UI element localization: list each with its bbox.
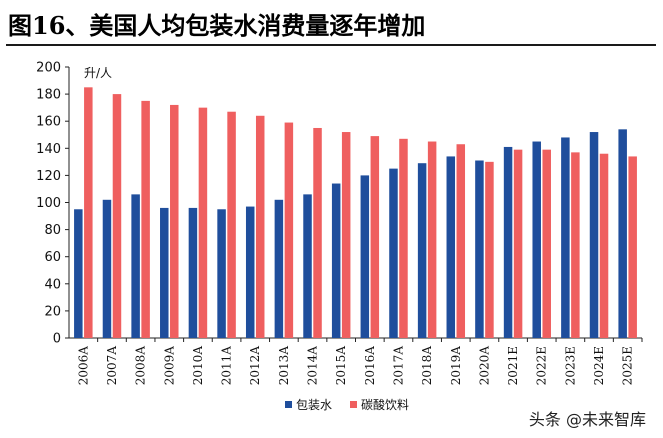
bar-carbonated-drink (485, 161, 494, 338)
bar-bottled-water (274, 199, 284, 338)
bar-carbonated-drink (513, 149, 523, 338)
bar-bottled-water (589, 132, 599, 338)
bar-bottled-water (102, 199, 112, 338)
bar-carbonated-drink (599, 153, 609, 338)
bar-bottled-water (475, 160, 484, 338)
x-tick-label: 2025E (621, 346, 635, 385)
bar-bottled-water (160, 207, 169, 338)
legend-swatch-carbonated-drink (350, 401, 357, 408)
legend-label-bottled-water: 包装水 (296, 398, 332, 412)
bar-bottled-water (417, 163, 427, 338)
bar-carbonated-drink (341, 132, 351, 338)
bar-bottled-water (74, 209, 83, 338)
x-tick-label: 2015A (334, 346, 348, 386)
x-tick-label: 2014A (306, 346, 320, 386)
bar-carbonated-drink (370, 136, 380, 338)
bar-bottled-water (331, 183, 341, 338)
x-tick-label: 2021E (506, 346, 520, 385)
legend-label-carbonated-drink: 碳酸饮料 (361, 397, 409, 412)
bar-carbonated-drink (628, 156, 637, 338)
bar-bottled-water (303, 194, 312, 338)
bar-carbonated-drink (198, 107, 208, 339)
bar-bottled-water (503, 146, 513, 338)
y-tick-label: 0 (53, 332, 61, 347)
legend-swatch-bottled-water (285, 401, 292, 408)
y-tick-label: 160 (36, 115, 61, 130)
bar-bottled-water (188, 207, 198, 338)
bar-bottled-water (618, 129, 627, 338)
watermark-text: 头条 @未来智库 (525, 406, 649, 430)
x-tick-label: 2007A (105, 346, 119, 386)
x-tick-label: 2023E (563, 346, 577, 385)
x-tick-label: 2022E (535, 346, 549, 385)
bar-carbonated-drink (571, 152, 580, 338)
title-rule (6, 44, 656, 46)
bar-bottled-water (131, 194, 140, 338)
x-tick-label: 2013A (277, 346, 291, 386)
bar-carbonated-drink (399, 138, 408, 338)
x-tick-label: 2024E (592, 346, 606, 385)
y-tick-label: 120 (36, 169, 61, 184)
y-tick-label: 40 (44, 277, 61, 292)
y-axis-label: 升/人 (84, 66, 112, 80)
x-tick-label: 2009A (162, 346, 176, 386)
bar-bottled-water (532, 141, 541, 338)
bar-carbonated-drink (427, 141, 437, 338)
x-tick-label: 2011A (220, 346, 234, 386)
bar-carbonated-drink (112, 94, 122, 338)
bar-bottled-water (446, 156, 456, 338)
x-tick-label: 2012A (248, 346, 262, 386)
bar-bottled-water (245, 206, 255, 338)
y-tick-label: 180 (36, 88, 61, 103)
y-tick-label: 60 (44, 250, 61, 265)
x-tick-label: 2018A (420, 346, 434, 386)
bar-carbonated-drink (84, 87, 93, 338)
y-tick-label: 20 (44, 304, 61, 319)
bar-carbonated-drink (227, 111, 236, 338)
y-tick-label: 80 (44, 223, 61, 238)
y-tick-label: 200 (36, 61, 61, 76)
bar-carbonated-drink (456, 144, 466, 338)
chart-title: 图16、美国人均包装水消费量逐年增加 (8, 11, 426, 40)
bar-carbonated-drink (313, 127, 322, 338)
bar-carbonated-drink (255, 115, 265, 338)
x-tick-label: 2017A (391, 346, 405, 386)
bar-carbonated-drink (284, 122, 294, 339)
bar-carbonated-drink (170, 104, 179, 338)
bar-bottled-water (360, 175, 370, 338)
bar-carbonated-drink (141, 100, 150, 338)
y-tick-label: 100 (36, 196, 61, 211)
x-tick-label: 2020A (477, 346, 491, 386)
bar-bottled-water (561, 137, 570, 338)
x-tick-label: 2010A (191, 346, 205, 386)
x-tick-label: 2008A (134, 346, 148, 386)
x-tick-label: 2016A (363, 346, 377, 386)
bar-carbonated-drink (542, 149, 551, 338)
x-tick-label: 2019A (449, 346, 463, 386)
y-tick-label: 140 (36, 142, 61, 157)
bar-bottled-water (389, 168, 398, 338)
x-tick-label: 2006A (76, 346, 90, 386)
bar-bottled-water (217, 209, 226, 338)
